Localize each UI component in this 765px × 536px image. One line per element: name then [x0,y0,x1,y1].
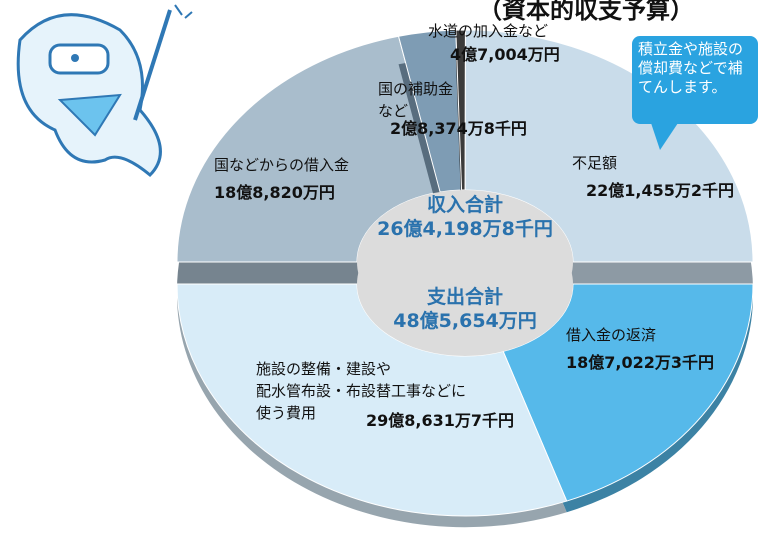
category-label: 不足額 [572,152,617,174]
total-value: 26億4,198万8千円 [377,214,553,241]
value-label: 22億1,455万2千円 [586,180,734,202]
mascot [18,5,192,175]
total-value: 48億5,654万円 [393,306,537,333]
category-label: 国などからの借入金 [214,154,349,176]
category-label: 国の補助金 など [378,78,453,122]
value-label: 18億7,022万3千円 [566,352,714,374]
value-label: 18億8,820万円 [214,182,335,204]
value-label: 2億8,374万8千円 [390,118,527,140]
category-label: 借入金の返済 [566,324,656,346]
value-label: 4億7,004万円 [450,44,560,66]
category-label: 水道の加入金など [428,20,548,42]
total-title: 収入合計 [427,190,503,217]
infographic: （資本的収支予算） 積立金や施設の償却費などで補てんします。 国などからの借入金… [0,0,765,536]
value-label: 29億8,631万7千円 [366,410,514,432]
note: 積立金や施設の償却費などで補てんします。 [632,36,758,124]
total-title: 支出合計 [427,282,503,309]
